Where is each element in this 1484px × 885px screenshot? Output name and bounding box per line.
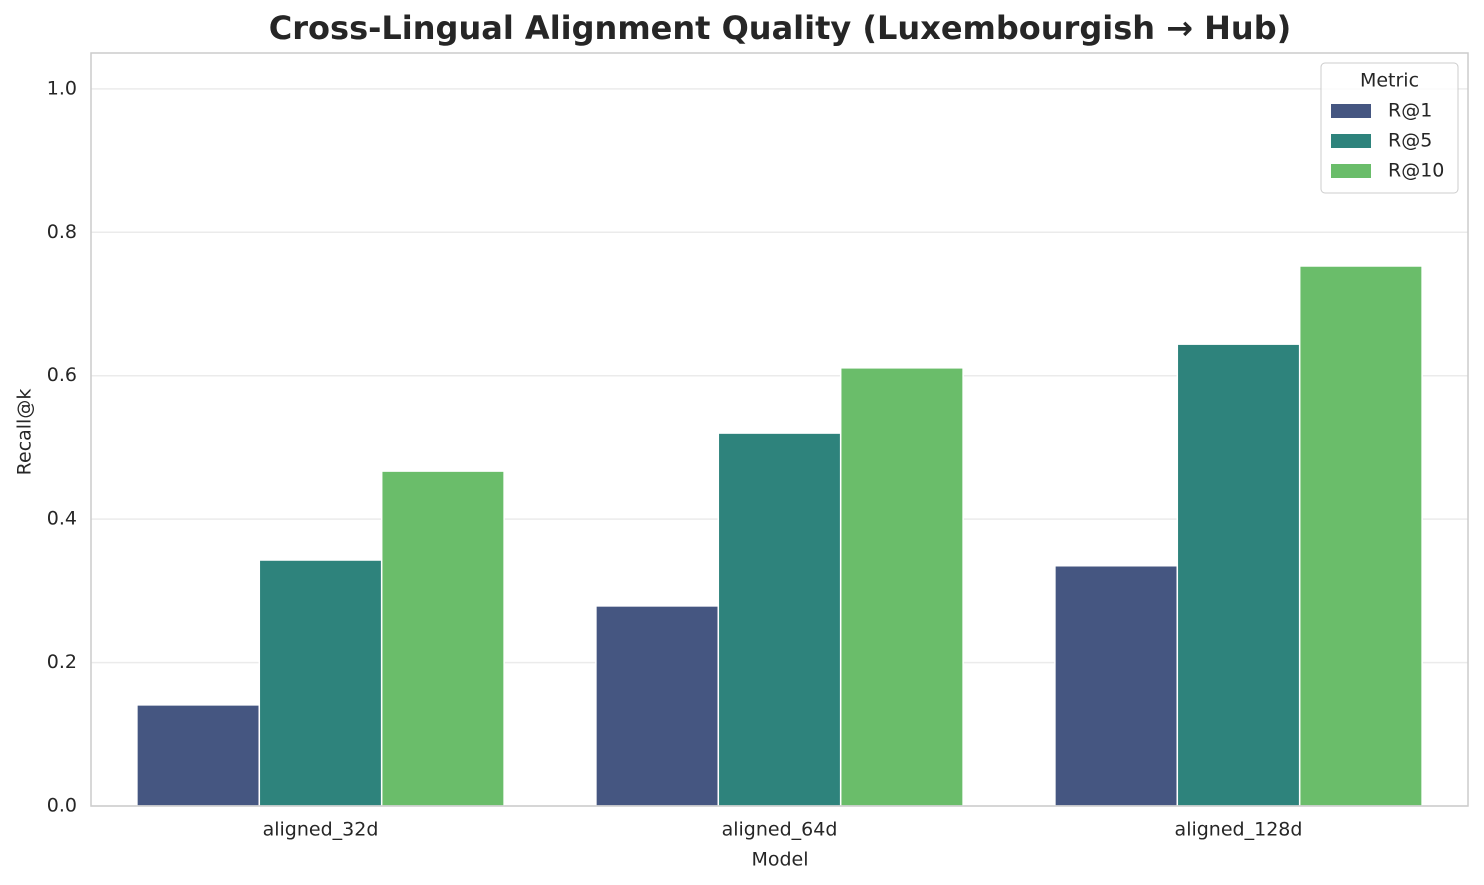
y-axis-label: Recall@k	[14, 389, 36, 476]
bars-layer	[136, 265, 1423, 807]
bar	[1176, 343, 1301, 807]
bar	[1298, 265, 1423, 807]
bar	[1054, 565, 1179, 807]
legend-swatch	[1331, 104, 1371, 118]
legend-label: R@1	[1388, 100, 1432, 122]
chart-title: Cross-Lingual Alignment Quality (Luxembo…	[269, 9, 1291, 47]
legend-label: R@10	[1388, 160, 1444, 182]
x-tick-label: aligned_128d	[1175, 819, 1303, 841]
legend-box	[1320, 62, 1459, 194]
y-tick-label: 0.4	[47, 508, 77, 530]
bar	[380, 470, 505, 807]
bar	[136, 704, 261, 807]
bar	[258, 559, 383, 807]
x-axis-label: Model	[751, 849, 808, 871]
y-tick-label: 0.0	[47, 795, 77, 817]
plot-frame	[90, 52, 1469, 807]
legend-title: Metric	[1360, 70, 1419, 92]
y-tick-label: 0.2	[47, 651, 77, 673]
bar	[717, 432, 842, 807]
bar	[839, 367, 964, 807]
legend-swatch	[1331, 134, 1371, 148]
x-tick-label: aligned_32d	[263, 819, 379, 841]
y-tick-label: 1.0	[47, 77, 77, 99]
legend-swatch	[1331, 164, 1371, 178]
legend-label: R@5	[1388, 130, 1432, 152]
y-tick-label: 0.6	[47, 364, 77, 386]
x-tick-label: aligned_64d	[722, 819, 838, 841]
y-tick-label: 0.8	[47, 221, 77, 243]
legend: Metric R@1 R@5 R@10	[1320, 62, 1459, 194]
bar	[595, 605, 720, 807]
